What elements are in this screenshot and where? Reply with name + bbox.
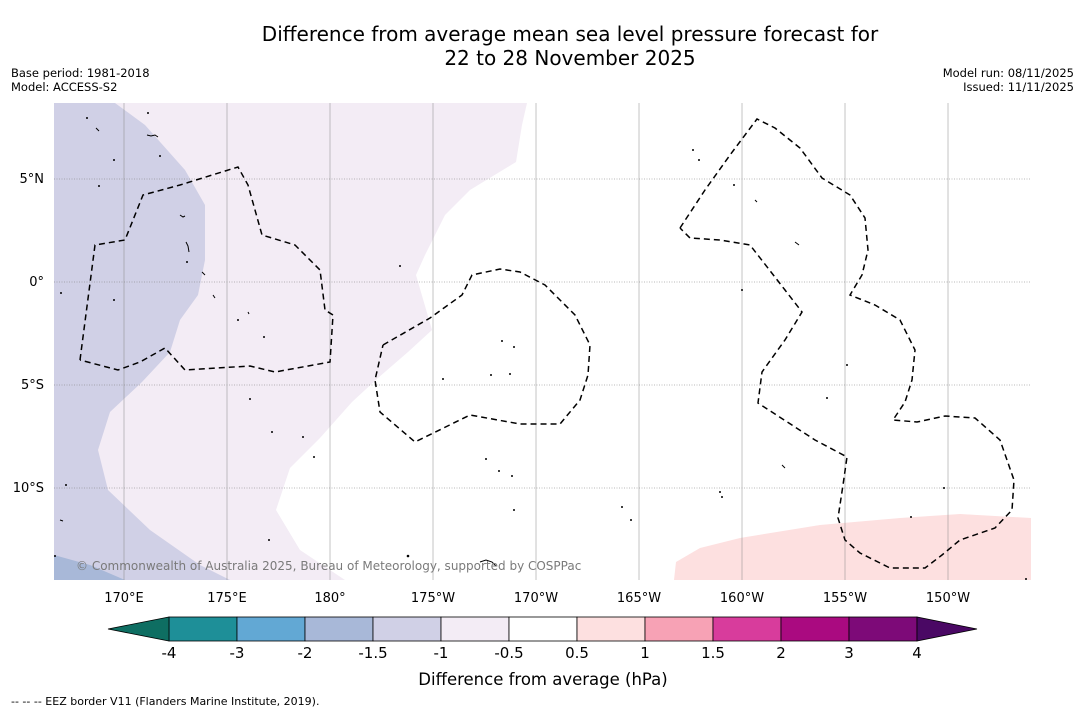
region-anomaly-minus2-to-minus1_5 bbox=[54, 555, 125, 580]
eez-border-kiribati-phoenix bbox=[374, 268, 591, 443]
metadata-left: Base period: 1981-2018 Model: ACCESS-S2 bbox=[11, 66, 150, 94]
colorbar-tick: -1 bbox=[434, 644, 449, 662]
colorbar-tick: -2 bbox=[298, 644, 313, 662]
meridians bbox=[123, 103, 949, 580]
island-dots bbox=[54, 112, 1027, 580]
colorbar-cell bbox=[168, 616, 238, 642]
colorbar-cell bbox=[848, 616, 918, 642]
model-run: Model run: 08/11/2025 bbox=[942, 66, 1074, 80]
base-period: Base period: 1981-2018 bbox=[11, 66, 150, 80]
colorbar-tick: 1.5 bbox=[701, 644, 725, 662]
chart-title: Difference from average mean sea level p… bbox=[0, 22, 1085, 70]
colorbar-tick: 1 bbox=[640, 644, 650, 662]
latitude-labels: 5°N 0° 5°S 10°S bbox=[13, 172, 44, 496]
islands bbox=[59, 127, 800, 567]
title-line-2: 22 to 28 November 2025 bbox=[444, 46, 696, 70]
issued-date: Issued: 11/11/2025 bbox=[963, 80, 1074, 94]
lon-label: 180° bbox=[314, 591, 345, 606]
colorbar-cell bbox=[372, 616, 442, 642]
colorbar-tick: 3 bbox=[844, 644, 854, 662]
eez-border-kiribati-line bbox=[679, 118, 1015, 569]
colorbar-cell bbox=[576, 616, 646, 642]
gridlines bbox=[54, 178, 1031, 489]
lon-label: 175°E bbox=[207, 591, 247, 606]
colorbar-ticks: -4 -3 -2 -1.5 -1 -0.5 0.5 1 1.5 2 3 4 bbox=[162, 644, 922, 662]
colorbar-tick: -3 bbox=[230, 644, 245, 662]
colorbar-tick: 4 bbox=[912, 644, 922, 662]
lat-label: 0° bbox=[29, 275, 44, 290]
colorbar-label: Difference from average (hPa) bbox=[418, 670, 667, 689]
colorbar-tick: -4 bbox=[162, 644, 177, 662]
colorbar-cell bbox=[644, 616, 714, 642]
colorbar-cell bbox=[236, 616, 306, 642]
lon-label: 170°E bbox=[104, 591, 144, 606]
colorbar-cell bbox=[440, 616, 510, 642]
lon-label: 160°W bbox=[720, 591, 764, 606]
colorbar-over-arrow bbox=[916, 616, 978, 642]
lat-label: 10°S bbox=[13, 481, 44, 496]
colorbar-tick: -0.5 bbox=[494, 644, 523, 662]
colorbar-tick: -1.5 bbox=[358, 644, 387, 662]
map-area: © Commonwealth of Australia 2025, Bureau… bbox=[54, 103, 1031, 580]
colorbar-cell bbox=[508, 616, 578, 642]
lon-label: 155°W bbox=[823, 591, 867, 606]
model-name: Model: ACCESS-S2 bbox=[11, 80, 118, 94]
colorbar-under-arrow bbox=[107, 616, 170, 642]
lon-label: 170°W bbox=[514, 591, 558, 606]
lon-label: 165°W bbox=[617, 591, 661, 606]
lat-label: 5°N bbox=[20, 172, 45, 187]
lon-label: 150°W bbox=[926, 591, 970, 606]
eez-border-kiribati-gilbert bbox=[79, 166, 334, 373]
region-anomaly-minus1_5-to-minus1 bbox=[54, 103, 230, 580]
colorbar: -4 -3 -2 -1.5 -1 -0.5 0.5 1 1.5 2 3 4 Di… bbox=[107, 616, 978, 689]
colorbar-cell bbox=[780, 616, 850, 642]
eez-legend-footer: -- -- -- EEZ border V11 (Flanders Marine… bbox=[11, 695, 320, 708]
lon-label: 175°W bbox=[411, 591, 455, 606]
colorbar-tick: 2 bbox=[776, 644, 786, 662]
copyright-text: © Commonwealth of Australia 2025, Bureau… bbox=[76, 559, 581, 573]
colorbar-cell bbox=[304, 616, 374, 642]
eez-borders bbox=[79, 118, 1015, 569]
metadata-right: Model run: 08/11/2025 Issued: 11/11/2025 bbox=[943, 66, 1074, 94]
colorbar-cell bbox=[712, 616, 782, 642]
colorbar-tick: 0.5 bbox=[565, 644, 589, 662]
colorbar-cells bbox=[168, 616, 918, 642]
title-line-1: Difference from average mean sea level p… bbox=[261, 22, 879, 46]
lat-label: 5°S bbox=[21, 378, 44, 393]
longitude-labels: 170°E 175°E 180° 175°W 170°W 165°W 160°W… bbox=[104, 591, 970, 606]
